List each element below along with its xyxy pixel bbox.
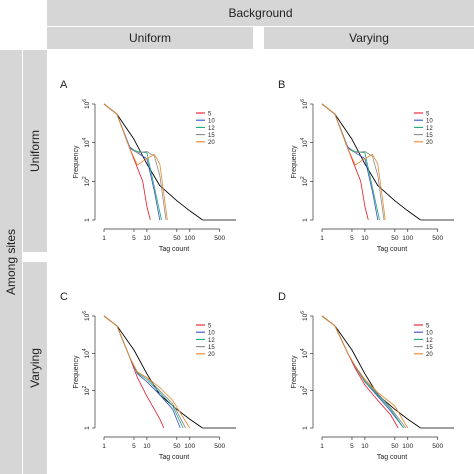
series-line-d-baseline	[321, 315, 421, 429]
panel-letter-a: A	[60, 79, 68, 91]
x-tick-label-a: 50	[173, 235, 181, 242]
series-line-c-baseline	[103, 315, 203, 429]
y-axis-title-d: Frequency	[291, 355, 298, 389]
y-tick-label-c: 106	[82, 311, 91, 321]
series-line-d-12	[321, 315, 404, 429]
series-line-d-5	[321, 315, 399, 429]
x-tick-label-b: 100	[402, 235, 413, 242]
x-tick-label-a: 100	[184, 235, 195, 242]
y-tick-label-d: 102	[300, 385, 309, 395]
series-line-b-5	[321, 103, 369, 221]
x-tick-label-c: 1	[102, 443, 106, 450]
x-tick-label-d: 100	[402, 443, 413, 450]
row-header-uniform: Uniform	[23, 50, 47, 252]
x-tick-label-c: 100	[184, 443, 195, 450]
legend-label-c-12: 12	[208, 338, 215, 344]
y-tick-label-a: 102	[82, 176, 91, 186]
y-axis-title-b: Frequency	[291, 145, 298, 179]
x-tick-label-d: 500	[432, 443, 443, 450]
x-tick-label-a: 1	[102, 235, 106, 242]
series-line-b-10	[321, 103, 379, 221]
y-tick-label-a: 106	[82, 99, 91, 109]
x-tick-label-a: 10	[143, 235, 151, 242]
legend-label-d-12: 12	[426, 338, 433, 344]
y-tick-label-b: 104	[300, 137, 309, 147]
legend-label-b-10: 10	[426, 119, 433, 125]
series-line-c-12	[103, 315, 184, 429]
x-tick-label-a: 5	[132, 235, 136, 242]
legend-label-a-5: 5	[208, 111, 212, 117]
legend-label-d-10: 10	[426, 331, 433, 337]
y-tick-label-c: 1	[84, 426, 91, 430]
x-tick-label-b: 10	[361, 235, 369, 242]
x-axis-title-a: Tag count	[159, 246, 189, 253]
series-line-a-5	[103, 103, 151, 221]
x-tick-label-d: 50	[391, 443, 399, 450]
series-line-a-10	[103, 103, 161, 221]
legend-label-a-20: 20	[208, 140, 215, 146]
y-tick-label-a: 104	[82, 137, 91, 147]
legend-label-d-15: 15	[426, 345, 433, 351]
y-tick-label-a: 1	[84, 218, 91, 222]
legend-label-b-5: 5	[426, 111, 430, 117]
x-tick-label-b: 50	[391, 235, 399, 242]
x-tick-label-b: 500	[432, 235, 443, 242]
series-line-a-20	[103, 103, 168, 221]
series-line-d-10	[321, 315, 404, 429]
y-tick-label-b: 1	[302, 218, 309, 222]
series-line-b-baseline	[321, 103, 421, 221]
legend-label-a-15: 15	[208, 133, 215, 139]
y-tick-label-c: 102	[82, 385, 91, 395]
legend-label-c-20: 20	[208, 352, 215, 358]
legend-label-d-5: 5	[426, 323, 430, 329]
series-line-a-baseline	[103, 103, 203, 221]
y-axis-title-a: Frequency	[73, 145, 80, 179]
y-tick-label-d: 106	[300, 311, 309, 321]
panel-letter-d: D	[278, 291, 286, 303]
legend-label-d-20: 20	[426, 352, 433, 358]
x-tick-label-c: 500	[214, 443, 225, 450]
series-line-b-12	[321, 103, 380, 221]
legend-label-a-12: 12	[208, 126, 215, 132]
x-tick-label-b: 5	[350, 235, 354, 242]
series-line-a-12	[103, 103, 162, 221]
x-tick-label-d: 5	[350, 443, 354, 450]
legend-label-a-10: 10	[208, 119, 215, 125]
x-tick-label-b: 1	[320, 235, 324, 242]
background-header: Background	[47, 0, 474, 26]
y-tick-label-d: 104	[300, 348, 309, 358]
panel-letter-b: B	[278, 79, 285, 91]
x-tick-label-a: 500	[214, 235, 225, 242]
column-header-varying: Varying	[264, 27, 474, 49]
x-axis-title-c: Tag count	[159, 454, 189, 461]
row-header-varying: Varying	[23, 262, 47, 474]
y-tick-label-b: 102	[300, 176, 309, 186]
legend-label-c-15: 15	[208, 345, 215, 351]
x-tick-label-d: 1	[320, 443, 324, 450]
x-tick-label-d: 10	[361, 443, 369, 450]
legend-label-b-12: 12	[426, 126, 433, 132]
legend-label-c-10: 10	[208, 331, 215, 337]
x-tick-label-c: 5	[132, 443, 136, 450]
series-line-c-10	[103, 315, 181, 429]
x-axis-title-b: Tag count	[377, 246, 407, 253]
legend-label-b-20: 20	[426, 140, 433, 146]
y-tick-label-d: 1	[302, 426, 309, 430]
y-tick-label-c: 104	[82, 348, 91, 358]
legend-label-c-5: 5	[208, 323, 212, 329]
series-line-d-20	[321, 315, 409, 429]
among-sites-header: Among sites	[0, 50, 22, 474]
x-tick-label-c: 10	[143, 443, 151, 450]
x-axis-title-d: Tag count	[377, 454, 407, 461]
y-tick-label-b: 106	[300, 99, 309, 109]
series-line-c-5	[103, 315, 165, 429]
series-line-b-20	[321, 103, 386, 221]
series-line-c-20	[103, 315, 191, 429]
column-header-uniform: Uniform	[47, 27, 253, 49]
panel-letter-c: C	[60, 291, 68, 303]
legend-label-b-15: 15	[426, 133, 433, 139]
y-axis-title-c: Frequency	[73, 355, 80, 389]
x-tick-label-c: 50	[173, 443, 181, 450]
